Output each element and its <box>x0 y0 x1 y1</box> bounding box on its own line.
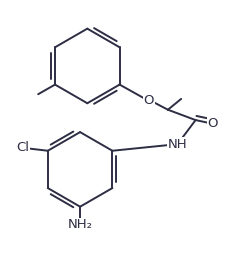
Text: O: O <box>207 117 218 130</box>
Text: O: O <box>144 94 154 107</box>
Text: Cl: Cl <box>16 141 29 154</box>
Text: NH₂: NH₂ <box>68 218 93 231</box>
Text: NH: NH <box>168 138 187 151</box>
